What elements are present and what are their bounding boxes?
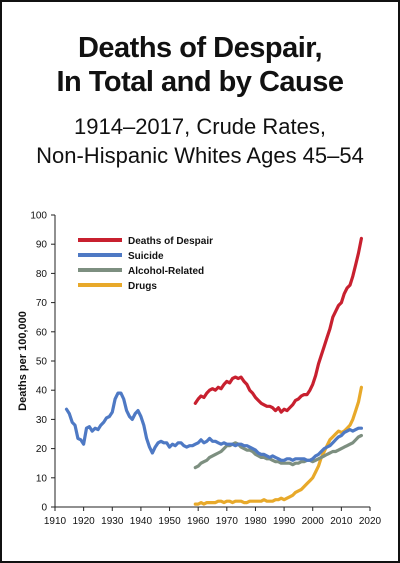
y-tick-label: 30 [36,415,48,426]
x-tick-label: 1960 [187,516,210,527]
x-tick: 1980 [244,507,267,527]
x-tick: 2000 [302,507,325,527]
x-tick: 1950 [158,507,181,527]
y-tick-label: 0 [41,503,47,514]
y-tick: 40 [36,386,55,397]
y-tick: 60 [36,327,55,338]
chart-series [64,236,363,506]
x-tick: 2020 [359,507,382,527]
x-tick-label: 1920 [73,516,96,527]
y-tick: 30 [36,415,55,426]
x-tick-label: 1940 [130,516,153,527]
legend-label: Alcohol-Related [128,266,204,277]
x-tick-label: 1990 [273,516,296,527]
x-tick-label: 2020 [359,516,382,527]
y-tick-label: 20 [36,444,48,455]
x-tick: 1960 [187,507,210,527]
x-tick: 1920 [73,507,96,527]
legend-item: Deaths of Despair [78,236,213,247]
legend-label: Drugs [128,281,157,292]
chart-title-line1: Deaths of Despair, [77,32,323,64]
y-tick-label: 60 [36,327,48,338]
y-tick-label: 70 [36,298,48,309]
y-axis-label: Deaths per 100,000 [17,311,29,411]
y-tick-label: 40 [36,386,48,397]
y-tick-label: 80 [36,269,48,280]
x-tick-label: 1950 [158,516,181,527]
x-tick: 1910 [44,507,67,527]
chart-axes: 0 10 20 30 40 50 60 70 80 90 100 1910 1920 1930 1940 19… [17,211,382,528]
chart-title-line2: In Total and by Cause [56,66,344,98]
y-tick-label: 100 [30,211,47,222]
x-tick: 1970 [216,507,239,527]
x-tick-label: 2000 [302,516,325,527]
legend-item: Suicide [78,251,164,262]
series-line-suicide [64,391,363,462]
y-tick-label: 10 [36,473,48,484]
y-tick: 90 [36,240,55,251]
x-tick: 1990 [273,507,296,527]
series-line-deaths-of-despair [193,236,363,414]
legend-label: Deaths of Despair [128,236,213,247]
y-tick: 70 [36,298,55,309]
y-tick: 50 [36,357,55,368]
chart-subtitle-line1: 1914–2017, Crude Rates, [74,114,326,139]
legend-item: Drugs [78,281,157,292]
series-line-alcohol-related [193,433,363,470]
y-tick: 100 [30,211,55,222]
x-tick-label: 1930 [101,516,124,527]
series-line-drugs [193,385,363,506]
chart-subtitle-line2: Non-Hispanic Whites Ages 45–54 [36,143,364,168]
x-tick-label: 1970 [216,516,239,527]
legend-label: Suicide [128,251,164,262]
y-tick: 20 [36,444,55,455]
chart-legend: Deaths of Despair Suicide Alcohol-Related D… [78,236,213,292]
y-tick: 80 [36,269,55,280]
legend-item: Alcohol-Related [78,266,204,277]
y-tick-label: 50 [36,357,48,368]
x-tick: 2010 [330,507,353,527]
x-tick-label: 2010 [330,516,353,527]
y-tick: 10 [36,473,55,484]
x-tick: 1930 [101,507,124,527]
y-tick-label: 90 [36,240,48,251]
y-tick: 0 [41,503,55,514]
x-tick-label: 1980 [244,516,267,527]
x-tick-label: 1910 [44,516,67,527]
x-tick: 1940 [130,507,153,527]
